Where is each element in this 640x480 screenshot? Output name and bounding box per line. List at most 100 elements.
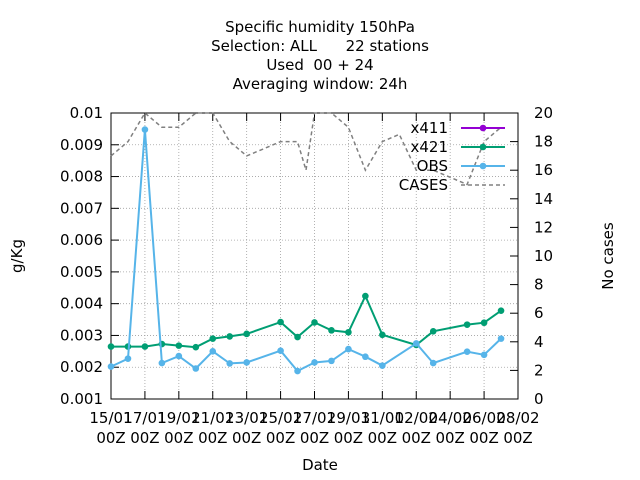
legend-marker bbox=[479, 162, 487, 170]
x-tick-label-hour: 00Z bbox=[402, 429, 431, 447]
y2-tick-label: 0 bbox=[534, 390, 544, 408]
y-tick-label: 0.007 bbox=[60, 199, 103, 217]
series-line-cases bbox=[110, 111, 502, 186]
data-point-x421 bbox=[277, 318, 284, 326]
data-point-obs bbox=[362, 353, 369, 361]
data-point-x421 bbox=[463, 321, 471, 328]
axis-ticks: 0.001 0.002 0.003 0.004 0.005 0.006 0.007 0.008… bbox=[60, 104, 553, 447]
data-point-obs bbox=[345, 345, 352, 353]
legend-label: CASES bbox=[399, 176, 448, 194]
legend-label: OBS bbox=[417, 157, 448, 175]
x-tick-label-hour: 00Z bbox=[435, 429, 464, 447]
y2-tick-label: 6 bbox=[534, 304, 544, 322]
y-tick-label: 0.001 bbox=[60, 390, 103, 408]
y2-tick-label: 20 bbox=[534, 104, 553, 122]
x-tick-label: 04/02 bbox=[429, 409, 472, 427]
legend-label: x411 bbox=[410, 119, 448, 137]
data-point-obs bbox=[463, 348, 471, 355]
legend-marker bbox=[479, 124, 487, 132]
y-tick-label: 0.003 bbox=[60, 326, 103, 344]
data-point-obs bbox=[243, 359, 250, 366]
data-point-x421 bbox=[328, 327, 335, 334]
x-tick-label-hour: 00Z bbox=[334, 429, 363, 447]
data-point-x421 bbox=[141, 343, 149, 350]
y2-tick-label: 12 bbox=[534, 218, 553, 236]
y-tick-label: 0.01 bbox=[70, 104, 103, 122]
x-tick-label-hour: 00Z bbox=[198, 429, 227, 447]
x-axis-label: Date bbox=[302, 456, 338, 474]
data-point-obs bbox=[328, 357, 335, 365]
data-point-obs bbox=[209, 348, 217, 355]
data-point-obs bbox=[277, 347, 284, 354]
x-tick-label: 06/02 bbox=[462, 409, 505, 427]
x-tick-label-hour: 00Z bbox=[164, 429, 193, 447]
y-tick-label: 0.008 bbox=[60, 168, 103, 186]
data-point-x421 bbox=[107, 343, 115, 350]
data-point-x421 bbox=[497, 307, 505, 314]
y2-tick-label: 8 bbox=[534, 276, 544, 294]
data-point-obs bbox=[497, 335, 505, 342]
x-tick-label: 08/02 bbox=[496, 409, 539, 427]
data-point-x421 bbox=[429, 328, 437, 335]
title-line-3: Used 00 + 24 bbox=[266, 56, 373, 74]
data-point-obs bbox=[158, 359, 166, 367]
data-point-x421 bbox=[345, 328, 352, 336]
data-point-obs bbox=[429, 359, 437, 367]
y-tick-label: 0.006 bbox=[60, 231, 103, 249]
x-tick-label-hour: 00Z bbox=[300, 429, 329, 447]
x-tick-label-hour: 00Z bbox=[130, 429, 159, 447]
x-tick-label: 23/01 bbox=[225, 409, 268, 427]
data-point-x421 bbox=[192, 343, 200, 351]
data-point-x421 bbox=[226, 333, 234, 340]
x-tick-label: 19/01 bbox=[157, 409, 200, 427]
data-point-obs bbox=[379, 362, 386, 369]
data-point-obs bbox=[175, 352, 183, 360]
x-tick-label-hour: 00Z bbox=[266, 429, 295, 447]
x-tick-label: 17/01 bbox=[123, 409, 166, 427]
x-tick-label: 31/01 bbox=[361, 409, 404, 427]
y-tick-label: 0.002 bbox=[60, 358, 103, 376]
x-tick-label: 21/01 bbox=[191, 409, 234, 427]
data-point-obs bbox=[480, 351, 488, 359]
data-point-obs bbox=[294, 367, 301, 375]
data-point-x421 bbox=[175, 342, 183, 349]
data-point-x421 bbox=[243, 330, 250, 338]
data-point-x421 bbox=[311, 319, 318, 326]
data-point-obs bbox=[226, 360, 234, 367]
y2-tick-label: 4 bbox=[534, 333, 544, 351]
y-tick-label: 0.004 bbox=[60, 295, 103, 313]
title-line-2: Selection: ALL 22 stations bbox=[211, 37, 429, 55]
title-line-4: Averaging window: 24h bbox=[233, 75, 408, 93]
y-tick-label: 0.005 bbox=[60, 263, 103, 281]
data-point-obs bbox=[311, 359, 318, 366]
data-point-x421 bbox=[480, 319, 488, 327]
data-point-x421 bbox=[209, 335, 217, 342]
y-tick-label: 0.009 bbox=[60, 136, 103, 154]
x-tick-label-hour: 00Z bbox=[232, 429, 261, 447]
legend-label: x421 bbox=[410, 138, 448, 156]
data-point-obs bbox=[107, 363, 115, 370]
x-tick-label: 25/01 bbox=[259, 409, 302, 427]
y2-axis-label: No cases bbox=[599, 222, 617, 290]
data-point-x421 bbox=[379, 331, 386, 339]
title-line-1: Specific humidity 150hPa bbox=[225, 18, 415, 36]
data-point-obs bbox=[141, 126, 149, 133]
y2-tick-label: 2 bbox=[534, 361, 544, 379]
data-point-obs bbox=[124, 355, 132, 362]
data-point-x421 bbox=[362, 292, 369, 300]
x-tick-label-hour: 00Z bbox=[368, 429, 397, 447]
x-tick-label-hour: 00Z bbox=[469, 429, 498, 447]
y2-tick-label: 10 bbox=[534, 247, 553, 265]
y2-tick-label: 18 bbox=[534, 133, 553, 151]
x-tick-label: 15/01 bbox=[89, 409, 132, 427]
x-tick-label-hour: 00Z bbox=[503, 429, 532, 447]
data-point-obs bbox=[412, 340, 420, 347]
chart-title: Specific humidity 150hPa Selection: ALL … bbox=[211, 18, 429, 93]
y2-tick-label: 16 bbox=[534, 161, 553, 179]
x-tick-label: 29/01 bbox=[327, 409, 370, 427]
y2-tick-label: 14 bbox=[534, 190, 553, 208]
data-point-obs bbox=[192, 365, 200, 372]
legend-marker bbox=[479, 143, 487, 151]
